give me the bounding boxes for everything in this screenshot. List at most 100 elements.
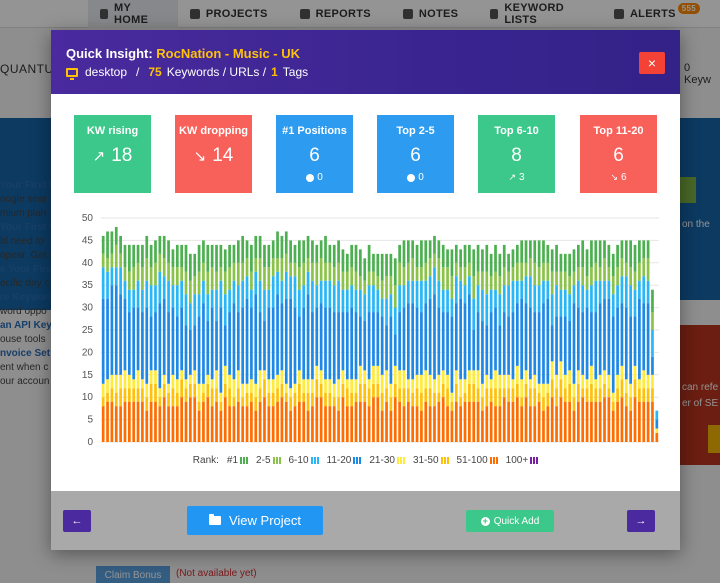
bar-segment[interactable] bbox=[232, 262, 236, 281]
bar-segment[interactable] bbox=[546, 280, 550, 299]
bar-segment[interactable] bbox=[603, 240, 606, 259]
bar-segment[interactable] bbox=[651, 356, 654, 375]
bar-segment[interactable] bbox=[328, 379, 332, 393]
bar-segment[interactable] bbox=[114, 285, 118, 375]
bar-segment[interactable] bbox=[603, 370, 606, 384]
bar-segment[interactable] bbox=[577, 267, 580, 281]
bar-segment[interactable] bbox=[350, 244, 354, 268]
bar-segment[interactable] bbox=[533, 374, 537, 389]
bar-segment[interactable] bbox=[332, 267, 336, 286]
bar-segment[interactable] bbox=[232, 280, 236, 304]
bar-segment[interactable] bbox=[258, 280, 262, 313]
bar-segment[interactable] bbox=[590, 312, 593, 366]
bar-segment[interactable] bbox=[420, 280, 423, 313]
bar-segment[interactable] bbox=[463, 267, 467, 286]
bar-segment[interactable] bbox=[463, 379, 467, 393]
bar-segment[interactable] bbox=[154, 240, 157, 263]
bar-segment[interactable] bbox=[127, 271, 131, 290]
bar-segment[interactable] bbox=[590, 267, 593, 286]
bar-segment[interactable] bbox=[406, 379, 410, 389]
bar-segment[interactable] bbox=[110, 231, 114, 254]
bar-segment[interactable] bbox=[520, 240, 524, 263]
bar-segment[interactable] bbox=[446, 374, 449, 389]
bar-segment[interactable] bbox=[254, 294, 258, 384]
bar-segment[interactable] bbox=[485, 406, 489, 442]
bar-segment[interactable] bbox=[250, 379, 253, 393]
bar-segment[interactable] bbox=[555, 285, 558, 317]
bar-segment[interactable] bbox=[280, 258, 284, 281]
bar-segment[interactable] bbox=[215, 321, 218, 371]
bar-segment[interactable] bbox=[119, 294, 122, 375]
bar-segment[interactable] bbox=[197, 294, 201, 317]
bar-segment[interactable] bbox=[590, 383, 593, 402]
bar-segment[interactable] bbox=[236, 370, 240, 389]
bar-segment[interactable] bbox=[468, 383, 471, 402]
bar-segment[interactable] bbox=[223, 294, 227, 326]
bar-segment[interactable] bbox=[380, 410, 384, 442]
bar-segment[interactable] bbox=[363, 401, 367, 442]
bar-segment[interactable] bbox=[110, 374, 114, 389]
bar-segment[interactable] bbox=[210, 307, 214, 380]
bar-segment[interactable] bbox=[223, 271, 227, 295]
bar-segment[interactable] bbox=[624, 276, 628, 308]
bar-segment[interactable] bbox=[546, 298, 550, 384]
bar-segment[interactable] bbox=[306, 392, 310, 411]
bar-segment[interactable] bbox=[376, 276, 380, 290]
bar-segment[interactable] bbox=[537, 312, 541, 384]
bar-segment[interactable] bbox=[450, 298, 454, 317]
bar-segment[interactable] bbox=[171, 406, 175, 442]
bar-segment[interactable] bbox=[328, 262, 332, 281]
bar-segment[interactable] bbox=[594, 280, 598, 313]
bar-segment[interactable] bbox=[476, 370, 480, 389]
bar-segment[interactable] bbox=[472, 330, 476, 371]
bar-segment[interactable] bbox=[437, 280, 441, 308]
bar-segment[interactable] bbox=[280, 235, 284, 259]
bar-segment[interactable] bbox=[529, 258, 532, 277]
bar-segment[interactable] bbox=[520, 262, 524, 281]
bar-segment[interactable] bbox=[127, 312, 131, 375]
bar-segment[interactable] bbox=[311, 379, 314, 393]
bar-segment[interactable] bbox=[263, 321, 266, 371]
bar-segment[interactable] bbox=[520, 280, 524, 299]
bar-segment[interactable] bbox=[232, 244, 236, 263]
legend-item[interactable]: #1 bbox=[227, 455, 249, 466]
bar-segment[interactable] bbox=[398, 285, 401, 313]
bar-segment[interactable] bbox=[594, 312, 598, 380]
bar-segment[interactable] bbox=[489, 289, 493, 313]
bar-segment[interactable] bbox=[210, 388, 214, 407]
bar-segment[interactable] bbox=[215, 370, 218, 389]
bar-segment[interactable] bbox=[459, 280, 462, 299]
bar-segment[interactable] bbox=[415, 244, 419, 268]
bar-segment[interactable] bbox=[520, 298, 524, 380]
bar-segment[interactable] bbox=[350, 267, 354, 286]
bar-segment[interactable] bbox=[537, 383, 541, 393]
bar-segment[interactable] bbox=[485, 271, 489, 295]
bar-segment[interactable] bbox=[367, 244, 371, 272]
bar-segment[interactable] bbox=[472, 383, 476, 402]
nav-projects[interactable]: PROJECTS bbox=[178, 0, 288, 28]
bar-segment[interactable] bbox=[127, 289, 131, 313]
bar-segment[interactable] bbox=[280, 383, 284, 398]
bar-segment[interactable] bbox=[581, 285, 585, 313]
bar-segment[interactable] bbox=[171, 249, 175, 268]
bar-segment[interactable] bbox=[472, 276, 476, 299]
bar-segment[interactable] bbox=[616, 285, 619, 308]
bar-segment[interactable] bbox=[624, 240, 628, 263]
bar-segment[interactable] bbox=[359, 249, 362, 277]
bar-segment[interactable] bbox=[572, 285, 576, 304]
bar-segment[interactable] bbox=[633, 397, 637, 442]
bar-segment[interactable] bbox=[180, 267, 183, 281]
bar-segment[interactable] bbox=[219, 307, 223, 393]
card-top-2-5[interactable]: Top 2-5 6 0 bbox=[377, 115, 454, 193]
bar-segment[interactable] bbox=[459, 379, 462, 398]
bar-segment[interactable] bbox=[306, 235, 310, 259]
bar-segment[interactable] bbox=[568, 253, 571, 277]
bar-segment[interactable] bbox=[180, 307, 183, 371]
bar-segment[interactable] bbox=[476, 388, 480, 402]
bar-segment[interactable] bbox=[481, 397, 484, 411]
bar-segment[interactable] bbox=[284, 383, 288, 393]
legend-item[interactable]: 31-50 bbox=[413, 455, 449, 466]
bar-segment[interactable] bbox=[446, 406, 449, 442]
bar-segment[interactable] bbox=[376, 383, 380, 398]
bar-segment[interactable] bbox=[415, 267, 419, 281]
